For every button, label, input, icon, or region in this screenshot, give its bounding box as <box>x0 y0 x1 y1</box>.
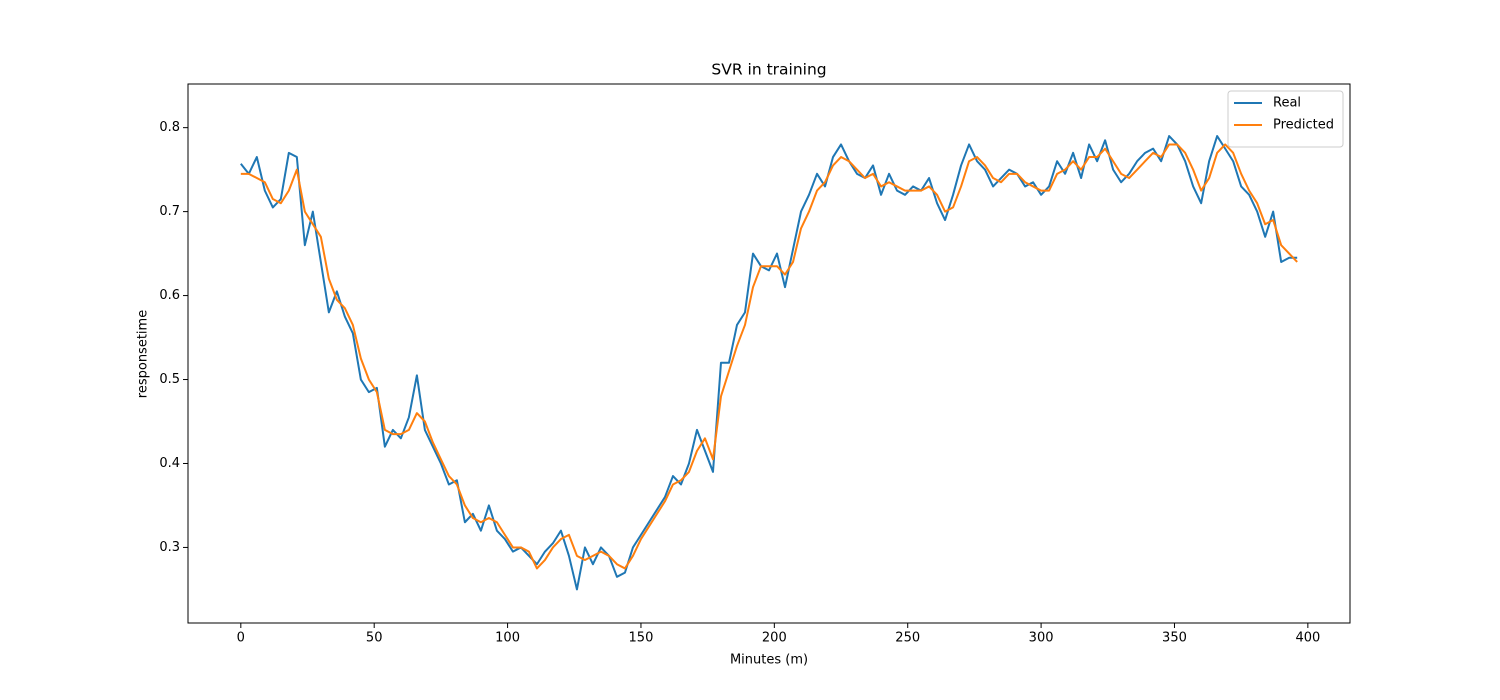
x-tick-label: 350 <box>1162 631 1187 646</box>
data-line <box>240 135 1298 591</box>
y-tick-label: 0.3 <box>159 540 180 555</box>
y-tick-label: 0.6 <box>159 288 180 303</box>
chart-title: SVR in training <box>711 61 826 79</box>
x-tick-label: 400 <box>1295 631 1320 646</box>
x-axis-label: Minutes (m) <box>730 653 808 668</box>
x-tick-label: 150 <box>629 631 654 646</box>
x-tick-label: 0 <box>237 631 245 646</box>
x-tick-label: 300 <box>1029 631 1054 646</box>
y-tick-label: 0.4 <box>159 456 180 471</box>
plot-frame <box>187 83 1351 624</box>
y-axis-label: responsetime <box>136 310 151 398</box>
legend-box <box>1227 90 1344 148</box>
legend-label: Real <box>1273 96 1301 111</box>
legend-label: Predicted <box>1273 118 1334 133</box>
x-tick-label: 100 <box>495 631 520 646</box>
y-tick-label: 0.7 <box>159 204 180 219</box>
x-tick-label: 250 <box>895 631 920 646</box>
y-tick-label: 0.8 <box>159 120 180 135</box>
y-tick-label: 0.5 <box>159 372 180 387</box>
x-tick-label: 50 <box>366 631 383 646</box>
x-tick-label: 200 <box>762 631 787 646</box>
data-line <box>240 143 1298 570</box>
